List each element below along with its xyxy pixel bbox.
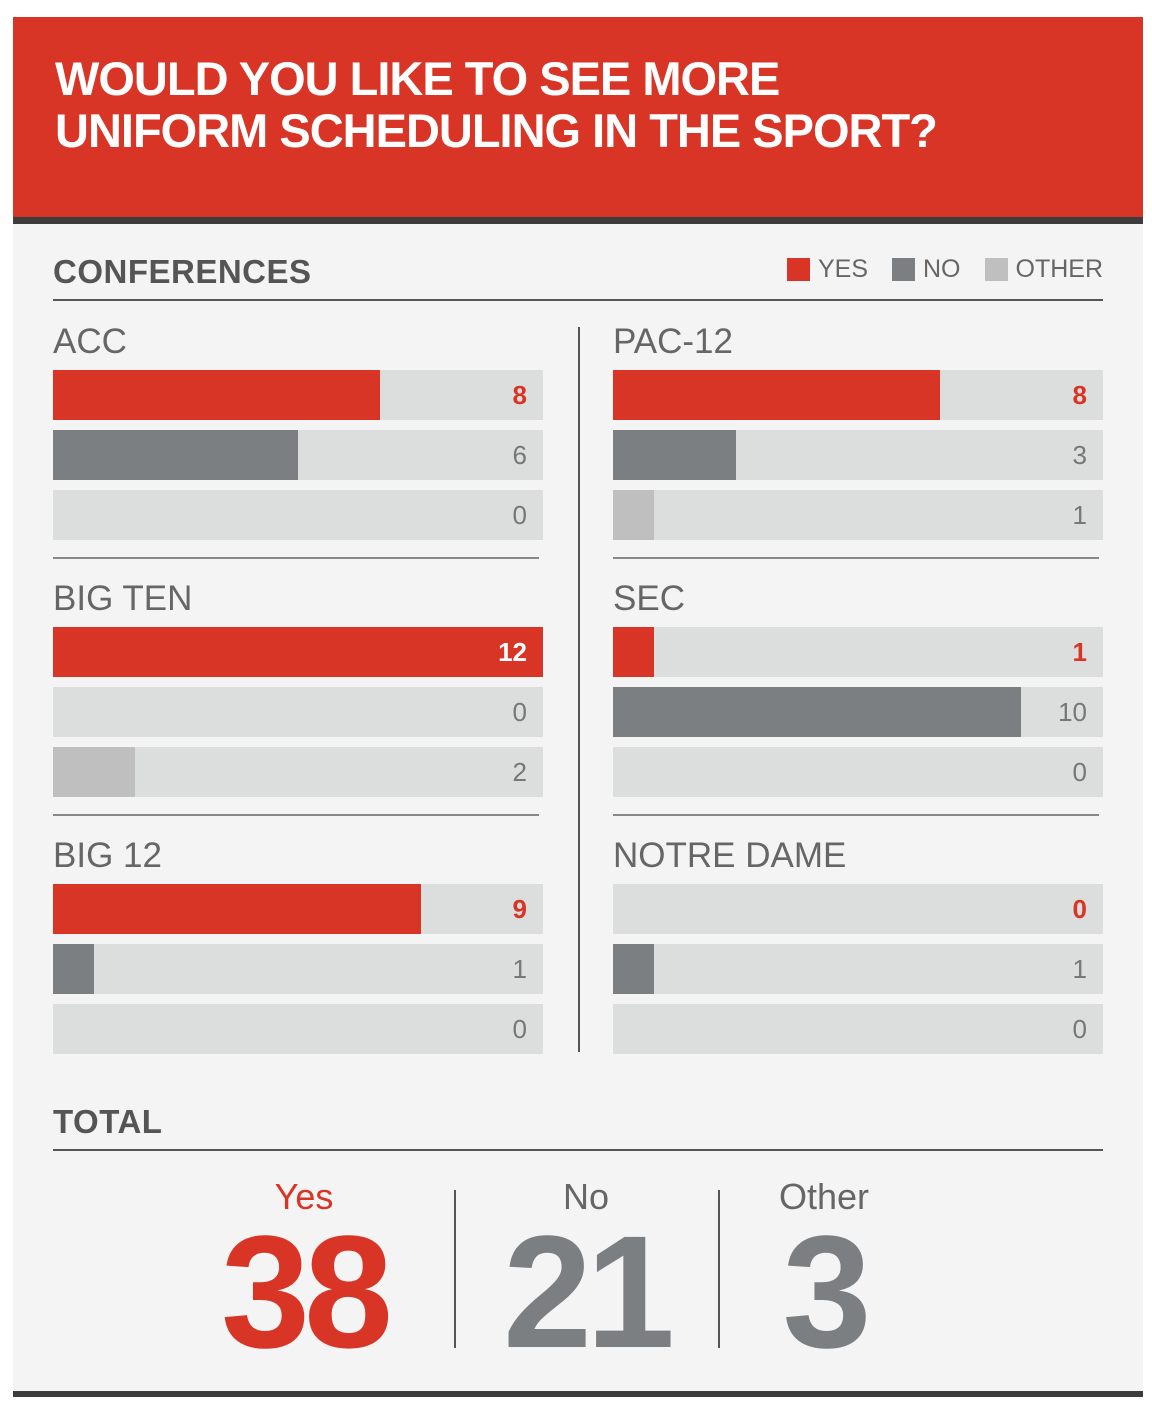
total-yes: Yes 38 bbox=[174, 1176, 434, 1381]
bar-big-ten-other bbox=[53, 747, 135, 797]
total-no: No 21 bbox=[456, 1176, 716, 1381]
total-other: Other 3 bbox=[694, 1176, 954, 1381]
bar-track-sec-no: 10 bbox=[613, 687, 1103, 737]
bar-value-acc-yes: 8 bbox=[512, 380, 527, 410]
bar-sec-yes bbox=[613, 627, 654, 677]
bar-value-acc-other: 0 bbox=[512, 500, 527, 530]
bar-big-12-no bbox=[53, 944, 94, 994]
bar-value-big-12-yes: 9 bbox=[512, 894, 527, 924]
column-divider bbox=[578, 327, 580, 1052]
legend-item-other: OTHER bbox=[984, 255, 1104, 284]
bar-track-pac-12-yes: 8 bbox=[613, 370, 1103, 420]
bar-value-pac-12-yes: 8 bbox=[1072, 380, 1087, 410]
bar-value-pac-12-no: 3 bbox=[1072, 440, 1087, 470]
bar-value-sec-yes: 1 bbox=[1072, 637, 1087, 667]
legend: YES NO OTHER bbox=[763, 255, 1103, 284]
conference-separator bbox=[53, 557, 539, 559]
bar-value-sec-no: 10 bbox=[1058, 697, 1087, 727]
bar-value-pac-12-other: 1 bbox=[1072, 500, 1087, 530]
legend-label-yes: YES bbox=[817, 255, 868, 283]
bar-value-notre-dame-no: 1 bbox=[1072, 954, 1087, 984]
legend-item-no: NO bbox=[892, 255, 961, 284]
bar-track-pac-12-other: 1 bbox=[613, 490, 1103, 540]
totals-divider bbox=[718, 1190, 720, 1348]
header-banner: WOULD YOU LIKE TO SEE MORE UNIFORM SCHED… bbox=[13, 17, 1143, 224]
bar-acc-no bbox=[53, 430, 298, 480]
legend-swatch-no bbox=[892, 258, 915, 281]
bar-track-sec-other: 0 bbox=[613, 747, 1103, 797]
bar-track-big-12-other: 0 bbox=[53, 1004, 543, 1054]
bar-value-notre-dame-yes: 0 bbox=[1072, 894, 1087, 924]
conference-title-sec: SEC bbox=[613, 579, 685, 618]
bar-track-acc-no: 6 bbox=[53, 430, 543, 480]
total-label-yes: Yes bbox=[274, 1176, 334, 1217]
bar-track-big-ten-yes: 12 bbox=[53, 627, 543, 677]
bar-big-12-yes bbox=[53, 884, 421, 934]
total-value-no: 21 bbox=[503, 1202, 675, 1381]
bar-big-ten-yes bbox=[53, 627, 543, 677]
totals-divider bbox=[454, 1190, 456, 1348]
bar-track-big-ten-no: 0 bbox=[53, 687, 543, 737]
bar-track-acc-yes: 8 bbox=[53, 370, 543, 420]
bar-pac-12-yes bbox=[613, 370, 940, 420]
bar-value-big-12-other: 0 bbox=[512, 1014, 527, 1044]
conference-title-acc: ACC bbox=[53, 322, 127, 361]
total-rule bbox=[53, 1149, 1103, 1151]
bar-acc-yes bbox=[53, 370, 380, 420]
total-value-other: 3 bbox=[782, 1202, 872, 1381]
bar-value-big-ten-yes: 12 bbox=[498, 637, 527, 667]
bar-sec-no bbox=[613, 687, 1022, 737]
bar-value-big-ten-other: 2 bbox=[512, 757, 527, 787]
total-label-no: No bbox=[562, 1176, 610, 1217]
bar-track-big-ten-other: 2 bbox=[53, 747, 543, 797]
bar-value-acc-no: 6 bbox=[512, 440, 527, 470]
bar-track-sec-yes: 1 bbox=[613, 627, 1103, 677]
conference-title-big-12: BIG 12 bbox=[53, 836, 162, 875]
bar-value-big-ten-no: 0 bbox=[512, 697, 527, 727]
bar-value-sec-other: 0 bbox=[1072, 757, 1087, 787]
conference-title-pac-12: PAC-12 bbox=[613, 322, 733, 361]
legend-item-yes: YES bbox=[786, 255, 868, 284]
conference-title-big-ten: BIG TEN bbox=[53, 579, 193, 618]
page-title: WOULD YOU LIKE TO SEE MORE UNIFORM SCHED… bbox=[55, 52, 938, 157]
legend-label-other: OTHER bbox=[1015, 255, 1104, 283]
bar-value-notre-dame-other: 0 bbox=[1072, 1014, 1087, 1044]
conference-separator bbox=[613, 814, 1099, 816]
total-heading: TOTAL bbox=[53, 1103, 163, 1140]
bar-pac-12-other bbox=[613, 490, 654, 540]
legend-swatch-other bbox=[984, 258, 1008, 281]
legend-label-no: NO bbox=[923, 255, 961, 283]
bar-pac-12-no bbox=[613, 430, 736, 480]
bar-track-notre-dame-yes: 0 bbox=[613, 884, 1103, 934]
conferences-heading: CONFERENCES bbox=[53, 253, 312, 290]
conference-separator bbox=[53, 814, 539, 816]
bar-track-big-12-no: 1 bbox=[53, 944, 543, 994]
conference-title-notre-dame: NOTRE DAME bbox=[613, 836, 847, 875]
total-label-other: Other bbox=[778, 1176, 870, 1217]
bar-track-pac-12-no: 3 bbox=[613, 430, 1103, 480]
bar-track-acc-other: 0 bbox=[53, 490, 543, 540]
bar-track-big-12-yes: 9 bbox=[53, 884, 543, 934]
bar-notre-dame-no bbox=[613, 944, 654, 994]
legend-swatch-yes bbox=[786, 258, 810, 281]
infographic-card: WOULD YOU LIKE TO SEE MORE UNIFORM SCHED… bbox=[13, 17, 1143, 1397]
conferences-rule bbox=[53, 299, 1103, 301]
conference-separator bbox=[613, 557, 1099, 559]
bar-track-notre-dame-other: 0 bbox=[613, 1004, 1103, 1054]
bar-track-notre-dame-no: 1 bbox=[613, 944, 1103, 994]
total-value-yes: 38 bbox=[221, 1202, 393, 1381]
bar-value-big-12-no: 1 bbox=[512, 954, 527, 984]
